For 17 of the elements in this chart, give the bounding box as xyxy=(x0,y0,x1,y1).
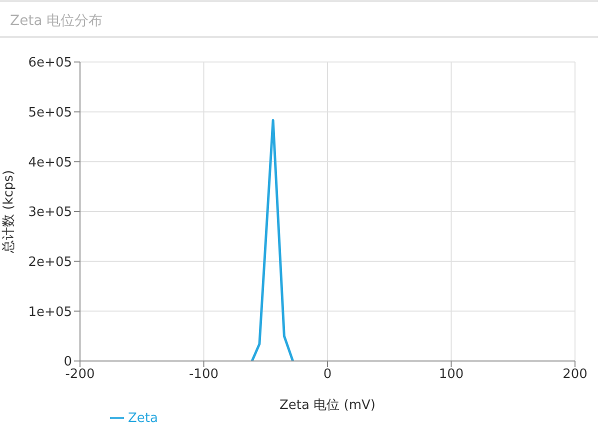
y-tick-label: 2e+05 xyxy=(28,254,72,270)
x-tick-label: -100 xyxy=(188,367,219,382)
x-tick-label: 100 xyxy=(438,367,464,382)
y-tick-label: 5e+05 xyxy=(28,105,72,120)
x-tick-label: 200 xyxy=(562,367,588,382)
legend-label: Zeta xyxy=(128,411,158,426)
y-axis-title: 总计数 (kcps) xyxy=(2,170,17,254)
y-tick-label: 1e+05 xyxy=(28,304,72,320)
x-tick-label: -200 xyxy=(65,367,95,382)
y-tick-label: 6e+05 xyxy=(28,56,72,71)
y-tick-label: 4e+05 xyxy=(28,155,72,170)
y-tick-label: 3e+05 xyxy=(28,205,72,220)
x-axis-title: Zeta 电位 (mV) xyxy=(280,398,376,413)
chart-title: Zeta 电位分布 xyxy=(0,0,598,38)
line-series xyxy=(250,119,294,361)
x-tick-label: 0 xyxy=(323,367,332,382)
y-tick-label: 0 xyxy=(64,354,72,370)
